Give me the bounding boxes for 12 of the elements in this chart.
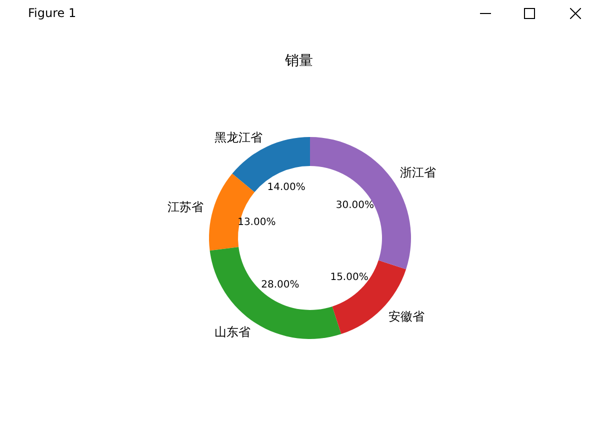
chart-title: 销量 (284, 52, 314, 70)
slice-label: 黑龙江省 (214, 130, 263, 144)
slice-label: 山东省 (214, 324, 250, 339)
donut-slice (310, 137, 411, 270)
data-label: 28.00% (261, 279, 300, 290)
caption: Figure 1 (28, 6, 76, 20)
data-label: 14.00% (267, 182, 306, 194)
data-label: 15.00% (330, 272, 368, 283)
slice-label: 安徽省 (388, 310, 425, 324)
data-label: 30.00% (336, 200, 374, 211)
slice-label: 江苏省 (167, 200, 204, 214)
slice-label: 浙江省 (400, 166, 436, 180)
